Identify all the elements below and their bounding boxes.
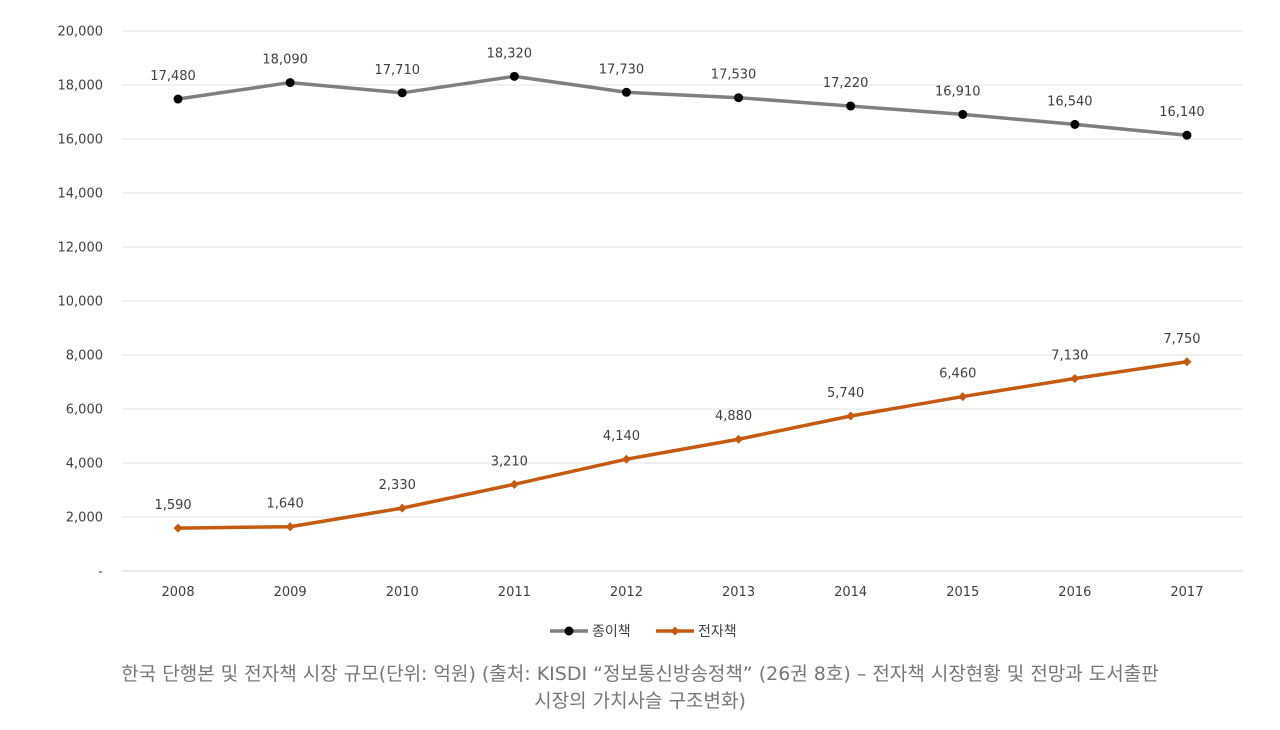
x-tick-label: 2013	[722, 585, 755, 600]
data-label: 3,210	[491, 454, 528, 469]
data-label: 5,740	[827, 386, 864, 401]
data-point	[397, 88, 407, 98]
data-point	[846, 411, 856, 421]
data-point	[958, 109, 968, 119]
data-point	[621, 87, 631, 97]
x-tick-label: 2017	[1170, 585, 1203, 600]
caption-line-1: 한국 단행본 및 전자책 시장 규모(단위: 억원) (출처: KISDI “정…	[121, 663, 1159, 685]
y-tick-label: 8,000	[66, 349, 103, 364]
data-point	[1070, 373, 1080, 383]
data-labels: 17,480 18,090 17,710 18,320 17,730 17,530 17,2…	[150, 46, 1204, 513]
data-point	[397, 503, 407, 513]
data-label: 17,480	[150, 69, 196, 84]
data-label: 17,730	[599, 62, 645, 77]
x-axis-ticks: 2008 2009 2010 2011 2012 2013 2014 2015 2016 2017	[162, 585, 1204, 600]
x-tick-label: 2010	[386, 585, 419, 600]
data-point	[1070, 119, 1080, 129]
y-tick-label: -	[98, 565, 103, 580]
data-label: 16,540	[1047, 94, 1093, 109]
series-line	[176, 360, 1189, 530]
legend-item: 종이책	[550, 624, 631, 640]
x-tick-label: 2015	[946, 585, 979, 600]
data-point	[958, 392, 968, 402]
gridlines	[122, 30, 1243, 572]
data-point	[846, 101, 856, 111]
legend-marker	[670, 626, 680, 636]
data-label: 4,140	[603, 429, 640, 444]
data-point	[173, 523, 183, 533]
y-tick-label: 4,000	[66, 457, 103, 472]
data-label: 18,090	[262, 53, 308, 68]
data-label: 6,460	[939, 367, 976, 382]
data-point	[734, 93, 744, 103]
series-layer	[173, 71, 1192, 533]
y-tick-label: 20,000	[58, 25, 104, 40]
y-tick-label: 12,000	[58, 241, 104, 256]
data-point	[285, 78, 295, 88]
data-label: 17,530	[711, 68, 757, 83]
legend-label: 종이책	[592, 624, 631, 640]
data-label: 7,750	[1163, 332, 1200, 347]
x-tick-label: 2008	[162, 585, 195, 600]
data-label: 17,220	[823, 76, 869, 91]
legend: 종이책 전자책	[550, 624, 737, 640]
data-label: 1,640	[267, 497, 304, 512]
data-label: 18,320	[487, 46, 533, 61]
y-axis-ticks: - 2,000 4,000 6,000 8,000 10,000 12,000 14,000 1…	[58, 25, 104, 580]
caption-line-2: 시장의 가치사슬 구조변화)	[534, 690, 746, 712]
line-chart: - 2,000 4,000 6,000 8,000 10,000 12,000 14,000 1…	[58, 25, 1243, 640]
chart-caption: 한국 단행본 및 전자책 시장 규모(단위: 억원) (출처: KISDI “정…	[0, 661, 1280, 715]
y-tick-label: 2,000	[66, 511, 103, 526]
data-point	[173, 94, 183, 104]
data-label: 16,140	[1159, 105, 1205, 120]
data-point	[621, 454, 631, 464]
data-point	[509, 479, 519, 489]
data-point	[1182, 357, 1192, 367]
y-tick-label: 10,000	[58, 295, 104, 310]
x-tick-label: 2011	[498, 585, 531, 600]
legend-item: 전자책	[656, 624, 737, 640]
y-tick-label: 6,000	[66, 403, 103, 418]
data-point	[509, 71, 519, 81]
y-tick-label: 14,000	[58, 187, 104, 202]
legend-label: 전자책	[698, 624, 737, 640]
series-line	[176, 74, 1189, 137]
x-tick-label: 2009	[274, 585, 307, 600]
data-label: 17,710	[375, 63, 421, 78]
y-tick-label: 16,000	[58, 133, 104, 148]
data-point	[734, 434, 744, 444]
data-label: 2,330	[379, 478, 416, 493]
legend-marker	[564, 626, 574, 636]
y-tick-label: 18,000	[58, 79, 104, 94]
data-point	[285, 522, 295, 532]
x-tick-label: 2014	[834, 585, 867, 600]
data-label: 4,880	[715, 409, 752, 424]
data-label: 7,130	[1051, 348, 1088, 363]
data-label: 16,910	[935, 84, 981, 99]
x-tick-label: 2012	[610, 585, 643, 600]
x-tick-label: 2016	[1058, 585, 1091, 600]
data-point	[1182, 130, 1192, 140]
data-label: 1,590	[154, 498, 191, 513]
